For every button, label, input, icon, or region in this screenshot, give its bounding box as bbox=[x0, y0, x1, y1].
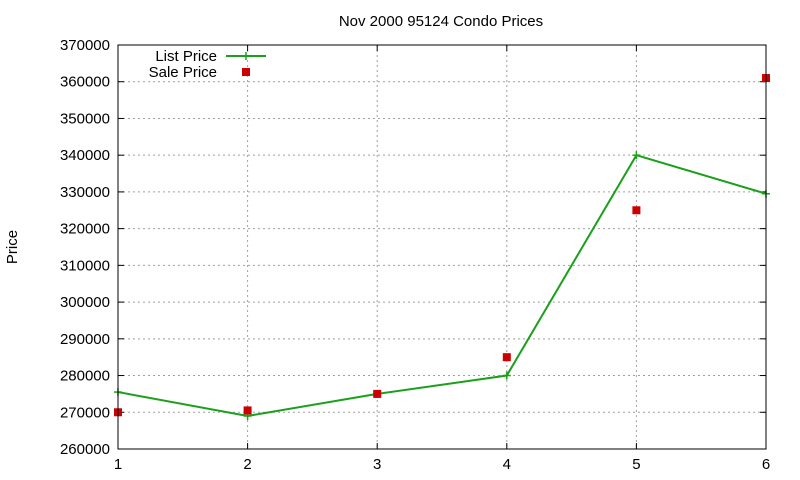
data-point-plus bbox=[632, 151, 641, 160]
y-tick-label: 270000 bbox=[60, 404, 110, 421]
y-tick-label: 340000 bbox=[60, 147, 110, 164]
y-axis-ticks: 260000 270000 280000 290000 300000 310000 3200… bbox=[60, 37, 766, 458]
y-tick-label: 330000 bbox=[60, 184, 110, 201]
series-list-price bbox=[114, 151, 770, 420]
y-tick-label: 290000 bbox=[60, 331, 110, 348]
series-line bbox=[117, 154, 767, 417]
x-tick-label: 2 bbox=[243, 456, 251, 473]
data-point-square bbox=[373, 389, 382, 398]
x-tick-label: 3 bbox=[373, 456, 381, 473]
legend-item: List Price bbox=[155, 48, 266, 65]
series-sale-price bbox=[114, 74, 770, 417]
y-tick-label: 360000 bbox=[60, 74, 110, 91]
chart-title: Nov 2000 95124 Condo Prices bbox=[339, 13, 543, 30]
y-tick-label: 280000 bbox=[60, 368, 110, 385]
x-tick-label: 5 bbox=[632, 456, 640, 473]
x-tick-label: 1 bbox=[114, 456, 122, 473]
y-tick-label: 370000 bbox=[60, 37, 110, 54]
data-point-plus bbox=[502, 371, 511, 380]
data-point-square bbox=[243, 406, 252, 415]
legend-label: List Price bbox=[155, 48, 217, 65]
legend-item: Sale Price bbox=[149, 64, 250, 81]
data-point-square bbox=[502, 353, 511, 362]
x-tick-label: 6 bbox=[762, 456, 770, 473]
y-axis-label: Price bbox=[4, 230, 21, 264]
y-tick-label: 310000 bbox=[60, 257, 110, 274]
legend-marker bbox=[242, 68, 250, 76]
legend-label: Sale Price bbox=[149, 64, 217, 81]
y-tick-label: 320000 bbox=[60, 221, 110, 238]
y-tick-label: 300000 bbox=[60, 294, 110, 311]
x-tick-label: 4 bbox=[503, 456, 511, 473]
data-point-square bbox=[632, 206, 641, 215]
y-tick-label: 260000 bbox=[60, 441, 110, 458]
plot-frame bbox=[117, 44, 767, 450]
grid-lines bbox=[118, 45, 766, 449]
series-layer bbox=[114, 74, 770, 420]
y-tick-label: 350000 bbox=[60, 110, 110, 127]
